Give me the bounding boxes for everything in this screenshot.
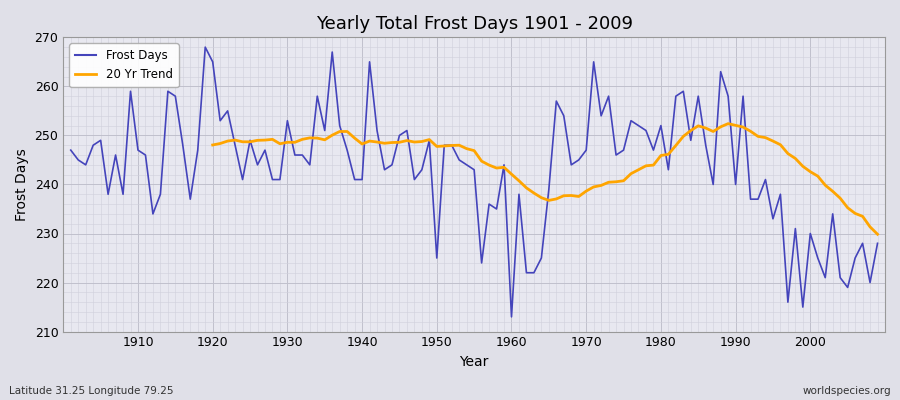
Title: Yearly Total Frost Days 1901 - 2009: Yearly Total Frost Days 1901 - 2009 [316,15,633,33]
Text: worldspecies.org: worldspecies.org [803,386,891,396]
Y-axis label: Frost Days: Frost Days [15,148,29,221]
Text: Latitude 31.25 Longitude 79.25: Latitude 31.25 Longitude 79.25 [9,386,174,396]
X-axis label: Year: Year [460,355,489,369]
Legend: Frost Days, 20 Yr Trend: Frost Days, 20 Yr Trend [69,43,179,87]
